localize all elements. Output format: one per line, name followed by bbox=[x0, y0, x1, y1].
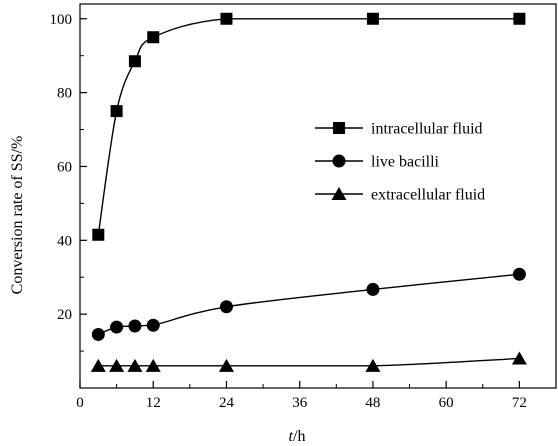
series-square bbox=[92, 12, 526, 241]
x-tick-label: 12 bbox=[146, 395, 161, 411]
legend-item: intracellular fluid bbox=[315, 121, 483, 138]
series-triangle bbox=[90, 351, 527, 372]
legend-label: live bacilli bbox=[371, 154, 440, 171]
square-marker bbox=[128, 55, 141, 68]
circle-marker bbox=[366, 282, 380, 296]
x-tick-label: 24 bbox=[219, 395, 235, 411]
series-layer bbox=[90, 12, 527, 372]
x-axis-title-unit: /h bbox=[293, 428, 305, 445]
triangle-marker bbox=[127, 358, 143, 372]
x-axis-title: t/h bbox=[289, 428, 306, 445]
y-tick-label: 100 bbox=[50, 12, 73, 28]
square-marker bbox=[220, 12, 233, 25]
square-marker bbox=[147, 31, 160, 44]
triangle-marker bbox=[218, 358, 234, 372]
y-axis-ticks: 20 40 60 80 100 bbox=[50, 12, 87, 352]
legend: intracellular fluid live bacilli extracell… bbox=[315, 121, 485, 204]
square-marker bbox=[92, 228, 105, 241]
y-tick-label: 20 bbox=[57, 307, 72, 323]
x-tick-label: 0 bbox=[76, 395, 84, 411]
triangle-marker bbox=[145, 358, 161, 372]
series-circle bbox=[91, 267, 526, 341]
x-axis-ticks: 0 12 24 36 48 60 72 bbox=[76, 381, 527, 411]
x-tick-label: 72 bbox=[512, 395, 527, 411]
x-axis-title-variable: t bbox=[289, 428, 294, 445]
y-tick-label: 40 bbox=[57, 233, 72, 249]
plot-border bbox=[79, 3, 557, 389]
square-marker bbox=[366, 12, 379, 25]
series-line bbox=[98, 357, 520, 367]
triangle-marker bbox=[365, 358, 381, 372]
x-tick-label: 48 bbox=[365, 395, 380, 411]
x-tick-label: 36 bbox=[292, 395, 308, 411]
circle-marker bbox=[91, 327, 105, 341]
triangle-marker bbox=[109, 358, 125, 372]
circle-marker bbox=[219, 300, 233, 314]
circle-marker bbox=[512, 267, 526, 281]
legend-label: extracellular fluid bbox=[371, 187, 485, 204]
circle-marker bbox=[146, 318, 160, 332]
circle-marker bbox=[128, 319, 142, 333]
y-tick-label: 80 bbox=[57, 86, 72, 102]
triangle-marker bbox=[511, 351, 527, 365]
triangle-marker bbox=[90, 358, 106, 372]
y-axis-title: Conversion rate of SS/% bbox=[9, 136, 26, 295]
circle-marker bbox=[110, 320, 124, 334]
plot-frame bbox=[79, 3, 557, 389]
legend-item: live bacilli bbox=[315, 154, 440, 171]
legend-triangle-marker bbox=[331, 187, 347, 200]
legend-item: extracellular fluid bbox=[315, 187, 485, 204]
square-marker bbox=[110, 105, 123, 118]
series-line bbox=[98, 273, 520, 336]
square-marker bbox=[513, 12, 526, 25]
legend-square-marker bbox=[333, 122, 345, 134]
y-tick-label: 60 bbox=[57, 159, 72, 175]
legend-circle-marker bbox=[332, 154, 346, 168]
x-tick-label: 60 bbox=[439, 395, 454, 411]
legend-label: intracellular fluid bbox=[371, 121, 483, 138]
